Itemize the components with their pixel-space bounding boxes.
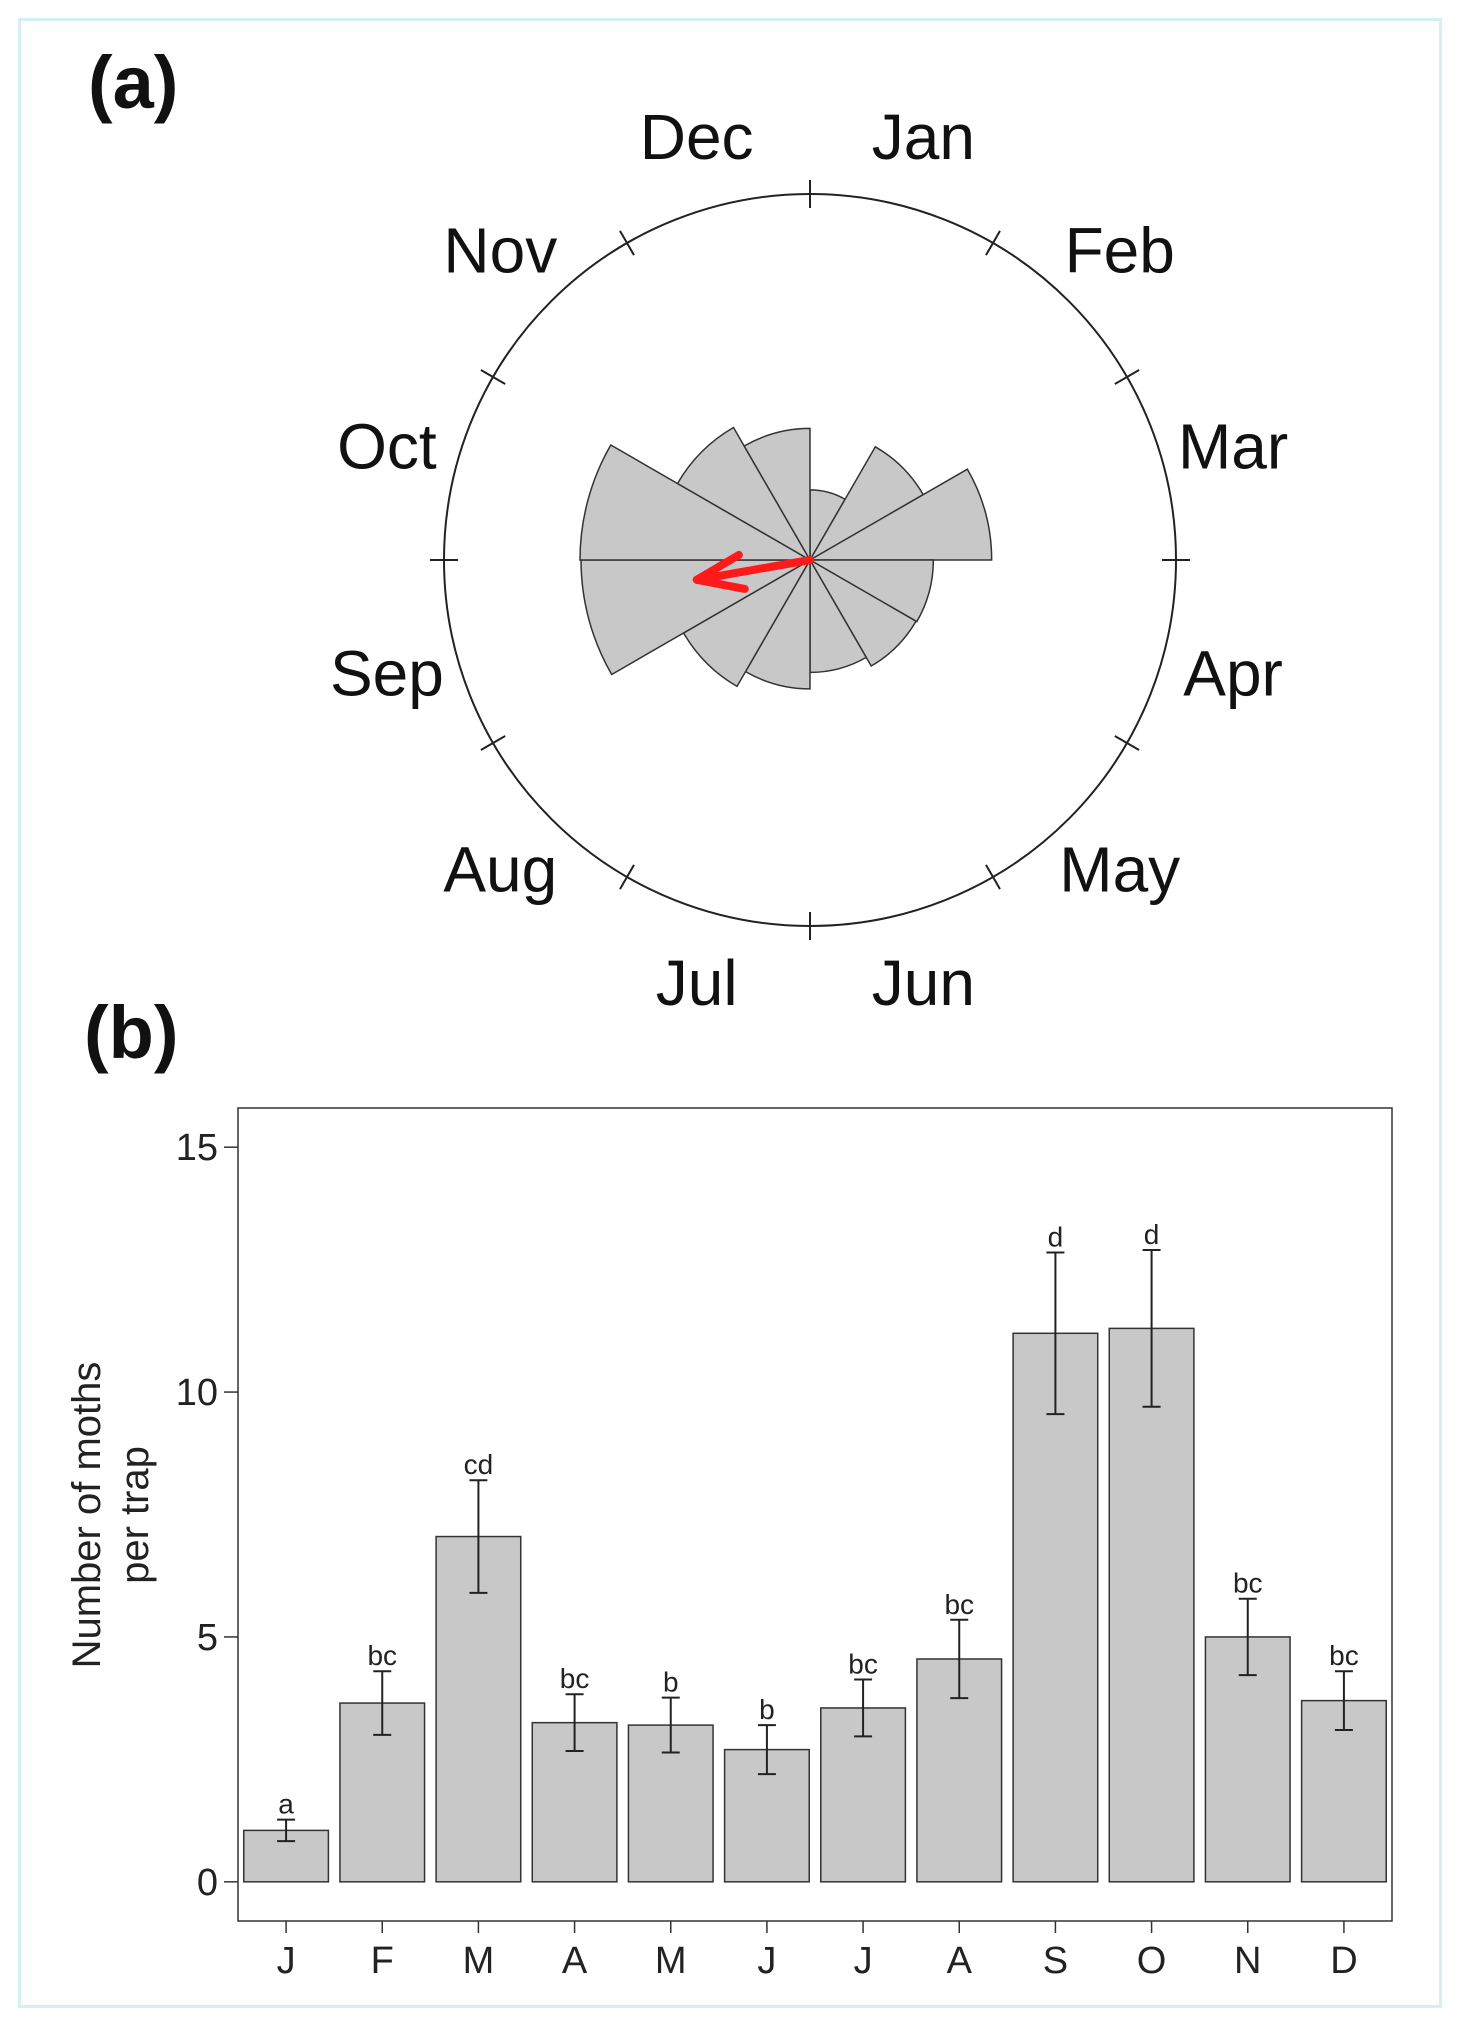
month-label-jun: Jun xyxy=(872,947,975,1019)
x-tick-label: J xyxy=(277,1940,296,1982)
x-tick-label: F xyxy=(371,1940,394,1982)
significance-label: bc xyxy=(1233,1568,1263,1599)
x-tick-label: J xyxy=(854,1940,873,1982)
y-axis-title: Number of moths per trap xyxy=(65,1362,157,1669)
y-axis-title-line: per trap xyxy=(113,1446,157,1584)
month-label-nov: Nov xyxy=(443,214,557,286)
bar-8 xyxy=(1012,1332,1099,1883)
significance-label: bc xyxy=(944,1589,974,1620)
x-tick-label: J xyxy=(757,1940,776,1982)
y-axis-title-line: Number of moths xyxy=(65,1362,109,1669)
x-tick-label: S xyxy=(1043,1940,1068,1982)
rose-wedge-nov xyxy=(676,426,813,563)
bar-chart: 0 5 10 15 Number of moths per trap a Jbc Fcd Mbc A… xyxy=(65,1107,1393,1982)
significance-label: cd xyxy=(464,1449,494,1480)
mean-vector-line xyxy=(692,556,814,584)
month-label-apr: Apr xyxy=(1183,637,1283,709)
significance-label: b xyxy=(663,1667,679,1698)
month-label-mar: Mar xyxy=(1178,411,1288,483)
y-tick-label: 15 xyxy=(176,1127,218,1169)
significance-label: bc xyxy=(1329,1640,1359,1671)
rose-wedge-dec xyxy=(743,427,811,563)
rose-tick xyxy=(619,864,635,890)
x-tick-label: O xyxy=(1137,1940,1167,1982)
x-tick-label: M xyxy=(463,1940,495,1982)
significance-label: bc xyxy=(848,1649,878,1680)
y-tick-label: 5 xyxy=(197,1617,218,1659)
y-tick-label: 0 xyxy=(197,1862,218,1904)
month-label-jan: Jan xyxy=(872,101,975,173)
month-label-aug: Aug xyxy=(443,834,557,906)
significance-label: a xyxy=(278,1789,294,1820)
plot-frame xyxy=(237,1107,1393,1922)
rose-wedge-sep xyxy=(580,559,813,676)
bar-9 xyxy=(1108,1327,1195,1883)
significance-label: bc xyxy=(560,1663,590,1694)
rose-tick xyxy=(1114,369,1140,385)
month-label-dec: Dec xyxy=(640,101,754,173)
panel-b-label: (b) xyxy=(84,991,179,1074)
rose-wedge-mar xyxy=(807,468,993,561)
bar-2 xyxy=(435,1535,522,1883)
rose-diagram: Jan Feb Mar Apr May Jun Jul Aug Sep Oct Nov Dec xyxy=(330,101,1288,1019)
rose-tick xyxy=(619,230,635,256)
month-label-feb: Feb xyxy=(1065,214,1175,286)
rose-tick xyxy=(480,735,506,751)
x-tick-label: A xyxy=(947,1940,973,1982)
x-tick-label: D xyxy=(1330,1940,1357,1982)
x-tick-label: M xyxy=(655,1940,687,1982)
month-label-may: May xyxy=(1059,834,1180,906)
significance-label: d xyxy=(1048,1221,1064,1252)
rose-tick xyxy=(480,369,506,385)
mean-vector-arrowhead xyxy=(692,550,749,593)
figure-frame xyxy=(18,18,1442,2008)
rose-wedge-apr xyxy=(807,559,935,623)
panel-a-label: (a) xyxy=(88,41,178,124)
rose-tick xyxy=(1114,735,1140,751)
month-label-jul: Jul xyxy=(656,947,738,1019)
significance-label: b xyxy=(759,1694,775,1725)
rose-tick xyxy=(985,230,1001,256)
rose-tick xyxy=(985,864,1001,890)
x-tick-label: N xyxy=(1234,1940,1261,1982)
y-tick-label: 10 xyxy=(176,1372,218,1414)
rose-wedge-may xyxy=(807,557,918,668)
month-label-oct: Oct xyxy=(337,411,437,483)
significance-label: bc xyxy=(367,1640,397,1671)
rose-wedge-oct xyxy=(579,443,813,561)
month-label-sep: Sep xyxy=(330,637,444,709)
x-tick-label: A xyxy=(562,1940,588,1982)
significance-label: d xyxy=(1144,1219,1160,1250)
